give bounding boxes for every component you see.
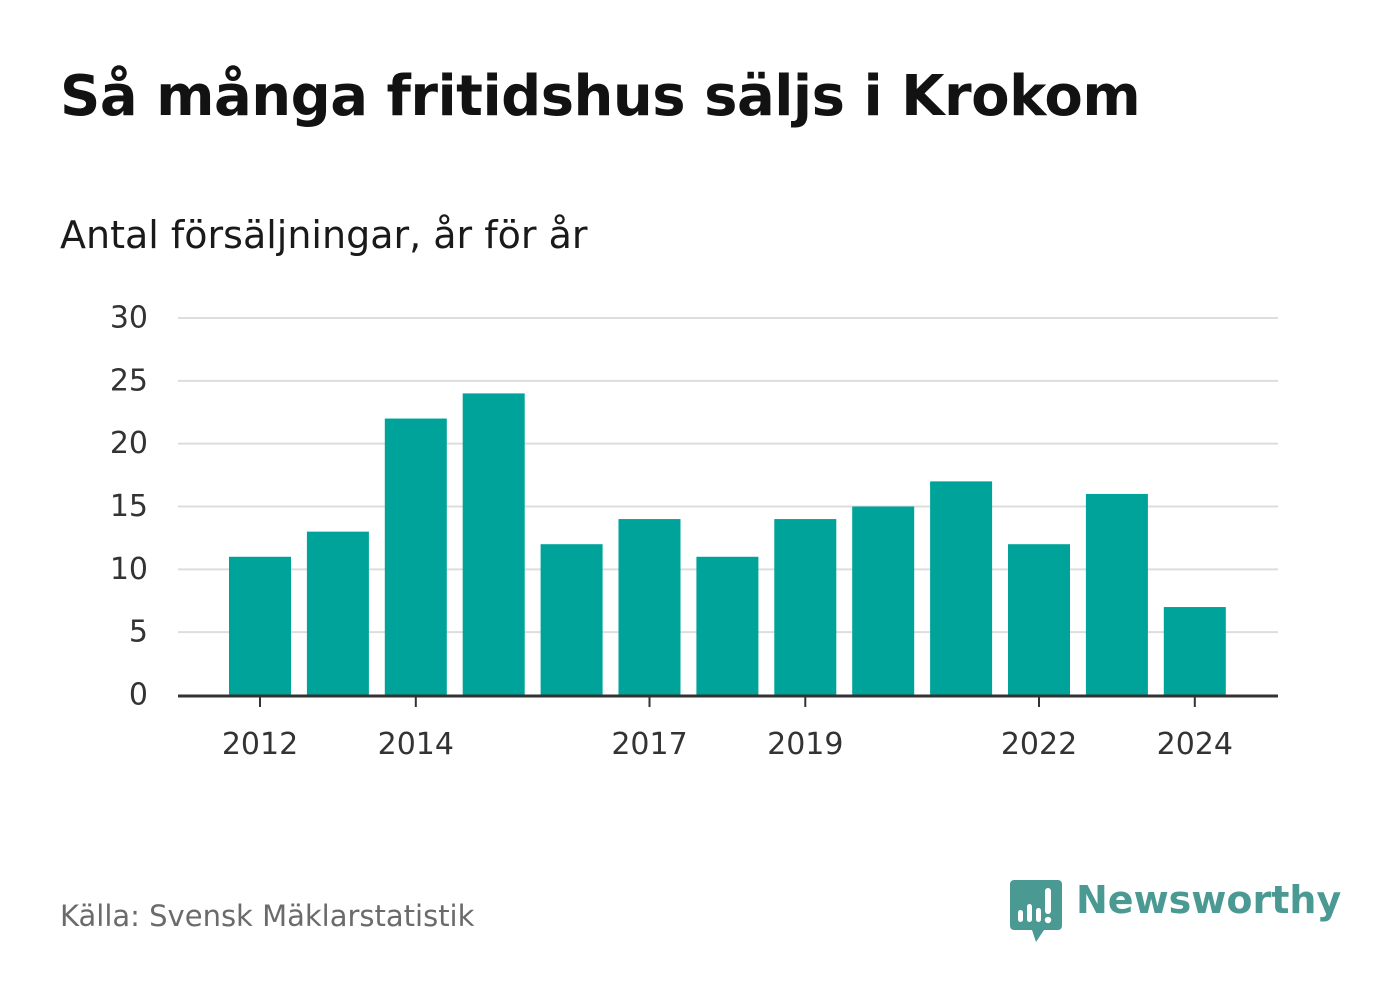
bar-2015 <box>462 393 525 695</box>
x-axis <box>178 694 1278 707</box>
x-tick-label: 2012 <box>222 727 298 762</box>
y-tick-label: 10 <box>110 552 148 587</box>
x-tick-label: 2017 <box>611 727 687 762</box>
bar-2018 <box>696 556 759 695</box>
bars <box>229 393 1226 695</box>
chart-title: Så många fritidshus säljs i Krokom <box>60 64 1141 129</box>
y-tick-label: 5 <box>129 615 148 650</box>
bar-chart-speech-bubble-icon <box>1010 880 1062 942</box>
bar-2012 <box>229 556 291 695</box>
y-tick-label: 30 <box>110 301 148 336</box>
bar-2023 <box>1085 493 1148 695</box>
bar-2013 <box>306 531 369 695</box>
bar-2019 <box>774 519 837 695</box>
bar-2022 <box>1008 544 1070 695</box>
newsworthy-brand: Newsworthy <box>1010 874 1341 944</box>
y-tick-label: 20 <box>110 426 148 461</box>
x-tick-label: 2014 <box>378 727 454 762</box>
brand-name: Newsworthy <box>1076 878 1342 922</box>
bar-2014 <box>384 418 447 695</box>
bar-2021 <box>930 481 993 695</box>
chart-subtitle: Antal försäljningar, år för år <box>60 213 588 257</box>
x-tick-label: 2019 <box>767 727 843 762</box>
source-note: Källa: Svensk Mäklarstatistik <box>60 899 475 933</box>
x-tick-label: 2022 <box>1001 727 1077 762</box>
bar-2024 <box>1163 607 1226 695</box>
x-axis-tick-labels: 2012 2014 2017 2019 2022 2024 <box>222 727 1233 762</box>
bar-2020 <box>852 506 915 695</box>
bar-2017 <box>618 519 681 695</box>
y-tick-label: 25 <box>110 363 148 398</box>
y-tick-label: 0 <box>129 678 148 713</box>
bar-2016 <box>540 544 603 695</box>
x-tick-label: 2024 <box>1157 727 1233 762</box>
y-axis-tick-labels: 0 5 10 15 20 25 30 <box>110 301 148 713</box>
y-tick-label: 15 <box>110 489 148 524</box>
